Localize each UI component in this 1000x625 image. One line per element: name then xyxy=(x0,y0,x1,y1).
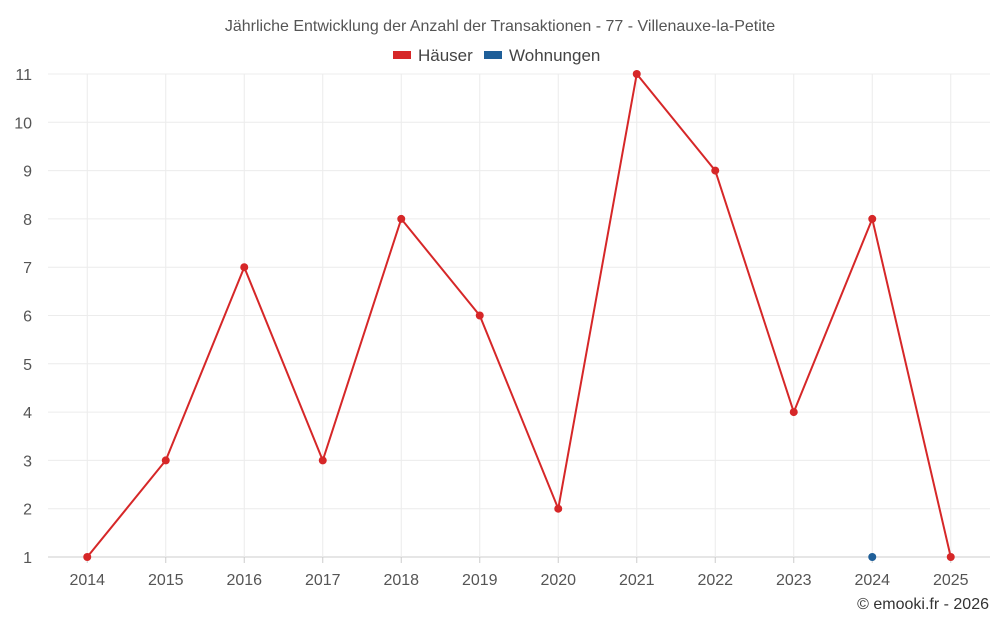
x-axis: 2014 2015 2016 2017 2018 2019 2020 2021 2022 2023… xyxy=(69,557,969,589)
data-point[interactable] xyxy=(397,214,406,223)
data-point[interactable] xyxy=(789,408,798,417)
data-point[interactable] xyxy=(83,553,92,561)
y-tick-label: 8 xyxy=(23,212,32,229)
data-point[interactable] xyxy=(318,456,327,465)
chart-title: Jährliche Entwicklung der Anzahl der Tra… xyxy=(225,18,775,35)
y-tick-label: 9 xyxy=(23,164,32,181)
data-point[interactable] xyxy=(711,166,720,175)
y-tick-label: 3 xyxy=(23,453,32,470)
y-tick-label: 5 xyxy=(23,357,32,374)
legend: Häuser Wohnungen xyxy=(393,46,600,65)
legend-label-haeuser: Häuser xyxy=(418,46,473,65)
x-tick-label: 2024 xyxy=(854,572,890,589)
y-tick-label: 6 xyxy=(23,309,32,326)
series-lines xyxy=(86,73,952,558)
legend-label-wohnungen: Wohnungen xyxy=(509,46,600,65)
x-tick-label: 2015 xyxy=(148,572,184,589)
x-tick-label: 2023 xyxy=(776,572,812,589)
data-point[interactable] xyxy=(240,263,249,272)
x-tick-label: 2022 xyxy=(697,572,733,589)
y-tick-label: 11 xyxy=(15,67,32,84)
y-tick-label: 10 xyxy=(14,115,32,132)
x-tick-label: 2020 xyxy=(540,572,576,589)
data-point[interactable] xyxy=(868,553,877,561)
legend-swatch-wohnungen xyxy=(484,51,502,59)
x-tick-label: 2014 xyxy=(69,572,105,589)
y-tick-label: 1 xyxy=(23,550,32,567)
legend-item-haeuser[interactable]: Häuser xyxy=(393,46,473,65)
y-tick-label: 2 xyxy=(23,502,32,519)
data-point[interactable] xyxy=(475,311,484,320)
x-tick-label: 2019 xyxy=(462,572,498,589)
legend-item-wohnungen[interactable]: Wohnungen xyxy=(484,46,600,65)
data-point[interactable] xyxy=(632,70,641,78)
x-tick-label: 2021 xyxy=(619,572,655,589)
x-tick-label: 2025 xyxy=(933,572,969,589)
legend-swatch-haeuser xyxy=(393,51,411,59)
data-point[interactable] xyxy=(946,553,955,561)
credit-text: © emooki.fr - 2026 xyxy=(857,596,989,613)
data-point[interactable] xyxy=(161,456,170,465)
x-tick-label: 2016 xyxy=(226,572,262,589)
y-tick-label: 4 xyxy=(23,405,32,422)
y-tick-label: 7 xyxy=(23,260,32,277)
grid xyxy=(48,73,990,558)
y-axis: 1 2 3 4 5 6 7 8 9 10 11 xyxy=(14,67,32,567)
data-point[interactable] xyxy=(554,504,563,513)
series-line-0 xyxy=(86,73,952,558)
x-tick-label: 2017 xyxy=(305,572,341,589)
x-tick-label: 2018 xyxy=(383,572,419,589)
data-point[interactable] xyxy=(868,214,877,223)
series-points xyxy=(83,70,955,561)
